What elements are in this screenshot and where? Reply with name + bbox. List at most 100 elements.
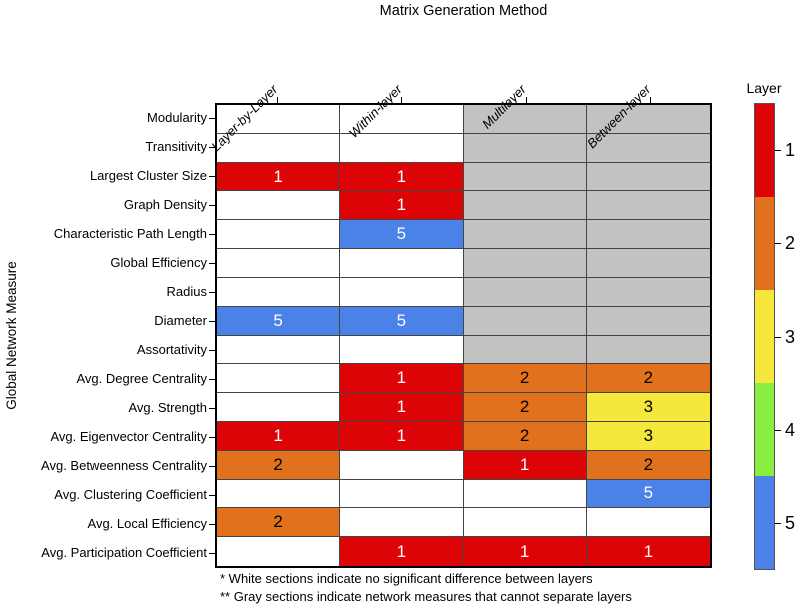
y-axis-tick [209, 175, 215, 177]
heatmap-cell: 2 [463, 393, 587, 422]
legend-colorbar [754, 103, 775, 570]
y-axis-tick [209, 233, 215, 235]
legend-segment [755, 197, 774, 290]
x-axis-tick [401, 97, 403, 103]
y-axis-tick [209, 320, 215, 322]
row-label: Radius [166, 283, 207, 299]
legend-segment [755, 383, 774, 476]
y-axis-tick [209, 350, 215, 352]
heatmap-cell [586, 191, 710, 221]
heatmap-cell [586, 162, 710, 192]
heatmap-cell: 2 [217, 450, 341, 480]
heatmap-cell [463, 249, 587, 278]
row-label: Avg. Clustering Coefficient [54, 487, 207, 503]
legend-segment [755, 104, 774, 197]
legend-tick-label: 1 [785, 139, 796, 160]
heatmap-cell [586, 249, 710, 278]
heatmap-cell [586, 306, 710, 336]
footnotes: * White sections indicate no significant… [220, 570, 632, 605]
row-label: Largest Cluster Size [89, 167, 207, 183]
heatmap-cell: 2 [586, 364, 710, 394]
heatmap-cell: 5 [217, 306, 341, 336]
row-label: Graph Density [123, 196, 207, 212]
heatmap-cell [463, 335, 587, 365]
row-label: Characteristic Path Length [53, 225, 207, 241]
heatmap-cell [217, 479, 341, 509]
heatmap-cell: 1 [340, 364, 464, 394]
heatmap-cell [217, 537, 341, 566]
heatmap-cell [340, 133, 464, 163]
heatmap-cell: 5 [340, 306, 464, 336]
heatmap-cell [340, 105, 464, 134]
heatmap-cell [217, 277, 341, 307]
heatmap-cell [586, 277, 710, 307]
heatmap-cell [586, 335, 710, 365]
heatmap-cell [463, 191, 587, 221]
heatmap-cell [217, 191, 341, 221]
legend-tick-label: 4 [785, 419, 796, 440]
row-label: Global Efficiency [110, 254, 207, 270]
y-axis-tick [209, 408, 215, 410]
y-axis-tick [209, 262, 215, 264]
row-label: Transitivity [145, 138, 207, 154]
y-axis-tick [209, 437, 215, 439]
heatmap-cell [340, 450, 464, 480]
heatmap-cell [463, 220, 587, 250]
legend-tick [775, 523, 781, 525]
x-axis-tick [277, 97, 279, 103]
heatmap-cell [586, 220, 710, 250]
heatmap-cell: 1 [586, 537, 710, 566]
heatmap-cell: 1 [340, 421, 464, 451]
heatmap-cell [463, 105, 587, 134]
heatmap-cell: 5 [586, 479, 710, 509]
footnote-gray: ** Gray sections indicate network measur… [220, 588, 632, 604]
x-axis-tick [525, 97, 527, 103]
heatmap-cell [463, 508, 587, 538]
row-label: Avg. Strength [128, 400, 207, 416]
row-label: Avg. Participation Coefficient [41, 545, 207, 561]
heatmap-cell: 1 [217, 421, 341, 451]
row-label: Avg. Eigenvector Centrality [50, 429, 207, 445]
row-label: Modularity [147, 109, 207, 125]
heatmap-cell: 1 [340, 162, 464, 192]
y-axis-tick [209, 204, 215, 206]
legend-tick [775, 336, 781, 338]
y-axis-tick [209, 466, 215, 468]
y-axis-tick [209, 146, 215, 148]
heatmap-cell [586, 133, 710, 163]
row-label: Avg. Degree Centrality [76, 371, 207, 387]
heatmap-cell [463, 133, 587, 163]
legend-tick-label: 2 [785, 233, 796, 254]
legend-tick [775, 243, 781, 245]
heatmap-cell: 3 [586, 393, 710, 422]
chart-title: Matrix Generation Method [379, 3, 548, 19]
legend-segment [755, 290, 774, 383]
heatmap-cell: 5 [340, 220, 464, 250]
heatmap-cell [463, 277, 587, 307]
heatmap-cell [340, 508, 464, 538]
legend-segment [755, 476, 774, 569]
footnote-white: * White sections indicate no significant… [220, 571, 593, 586]
heatmap-cell [340, 479, 464, 509]
heatmap-cell [340, 335, 464, 365]
row-label: Diameter [154, 312, 207, 328]
heatmap-cell: 1 [340, 537, 464, 566]
legend-tick [775, 429, 781, 431]
heatmap-cell [217, 335, 341, 365]
heatmap-cell: 1 [217, 162, 341, 192]
heatmap-cell [586, 508, 710, 538]
y-axis-tick [209, 495, 215, 497]
y-axis-tick [209, 117, 215, 119]
heatmap-cell [340, 249, 464, 278]
heatmap-cell [463, 162, 587, 192]
row-label: Avg. Local Efficiency [87, 516, 207, 532]
heatmap-cell: 2 [463, 421, 587, 451]
heatmap-cell [217, 249, 341, 278]
y-axis-tick [209, 553, 215, 555]
heatmap-cell [463, 479, 587, 509]
heatmap-cell [586, 105, 710, 134]
heatmap-cell: 2 [217, 508, 341, 538]
heatmap-cell [217, 393, 341, 422]
